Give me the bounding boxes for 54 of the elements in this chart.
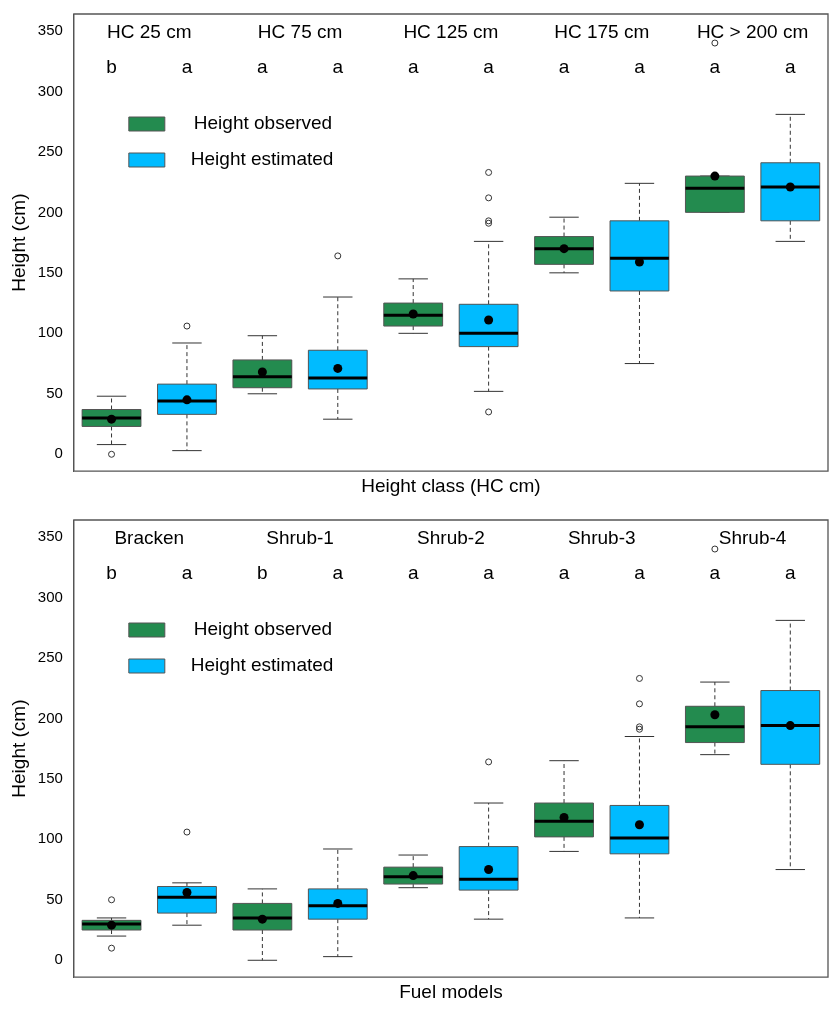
annotation: a [407,56,419,78]
x-axis-title: Fuel models [399,980,503,1002]
annotation: a [634,56,646,78]
y-tick-label: 250 [37,648,63,666]
x-tick-label: HC > 200 cm [696,21,809,43]
y-tick-label: 100 [37,829,63,847]
annotation: a [181,562,193,584]
annotation: a [634,562,646,584]
y-tick-label: 0 [54,444,63,462]
x-tick-label: Bracken [114,527,185,549]
annotation: a [709,562,721,584]
annotation: b [257,562,268,584]
y-tick-label: 350 [37,21,63,39]
annotation: a [332,562,344,584]
x-tick-label: Shrub-1 [266,527,334,549]
x-axis-title: Height class (HC cm) [361,474,541,496]
annotation: b [106,562,117,584]
y-tick-label: 150 [37,262,63,280]
annotation: a [257,56,269,78]
y-tick-label: 250 [37,142,63,160]
annotation: a [483,562,495,584]
y-tick-label: 100 [37,323,63,341]
y-axis-title: Height (cm) [7,193,29,292]
legend-label: Height observed [193,112,333,134]
annotation: a [181,56,193,78]
x-tick-label: Shrub-4 [718,527,787,549]
x-tick-label: HC 25 cm [107,21,192,43]
annotation: a [558,56,570,78]
y-tick-label: 50 [46,383,63,401]
y-axis-title: Height (cm) [7,699,29,798]
y-tick-label: 50 [46,889,63,907]
y-tick-label: 150 [37,768,63,786]
legend-label: Height estimated [190,654,334,676]
y-tick-label: 300 [37,81,63,99]
x-tick-label: HC 75 cm [257,21,343,43]
annotation: a [785,56,796,78]
annotation: a [709,56,721,78]
x-tick-label: Shrub-3 [567,527,636,549]
x-tick-label: Shrub-2 [417,527,485,549]
y-tick-label: 200 [37,202,63,220]
annotation: a [558,562,570,584]
annotation: a [407,562,419,584]
y-tick-label: 300 [37,587,63,605]
annotation: a [332,56,344,78]
annotation: b [106,56,117,78]
x-tick-label: HC 125 cm [403,21,499,43]
legend-label: Height estimated [190,148,334,170]
legend-label: Height observed [193,618,333,640]
x-tick-label: HC 175 cm [554,21,650,43]
annotation: a [483,56,495,78]
y-tick-label: 200 [37,708,63,726]
y-tick-label: 0 [54,950,63,968]
annotation: a [785,562,796,584]
y-tick-label: 350 [37,527,63,545]
